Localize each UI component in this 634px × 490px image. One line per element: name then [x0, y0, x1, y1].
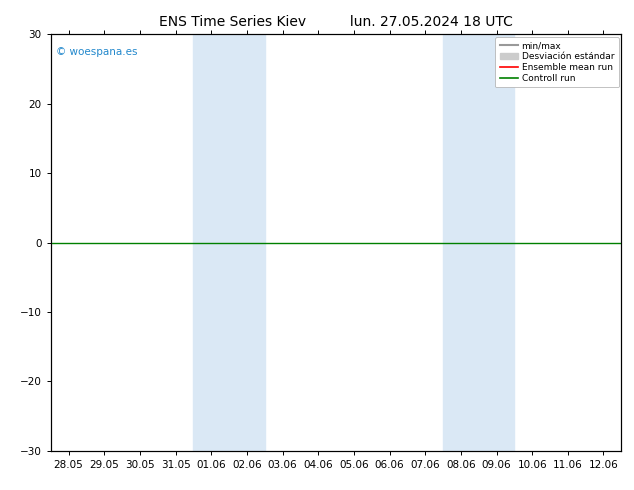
Bar [193, 34, 264, 451]
Text: © woespana.es: © woespana.es [56, 47, 138, 57]
Title: ENS Time Series Kiev          lun. 27.05.2024 18 UTC: ENS Time Series Kiev lun. 27.05.2024 18 … [159, 15, 513, 29]
Bar [443, 34, 514, 451]
Legend: min/max, Desviación estándar, Ensemble mean run, Controll run: min/max, Desviación estándar, Ensemble m… [495, 37, 619, 87]
